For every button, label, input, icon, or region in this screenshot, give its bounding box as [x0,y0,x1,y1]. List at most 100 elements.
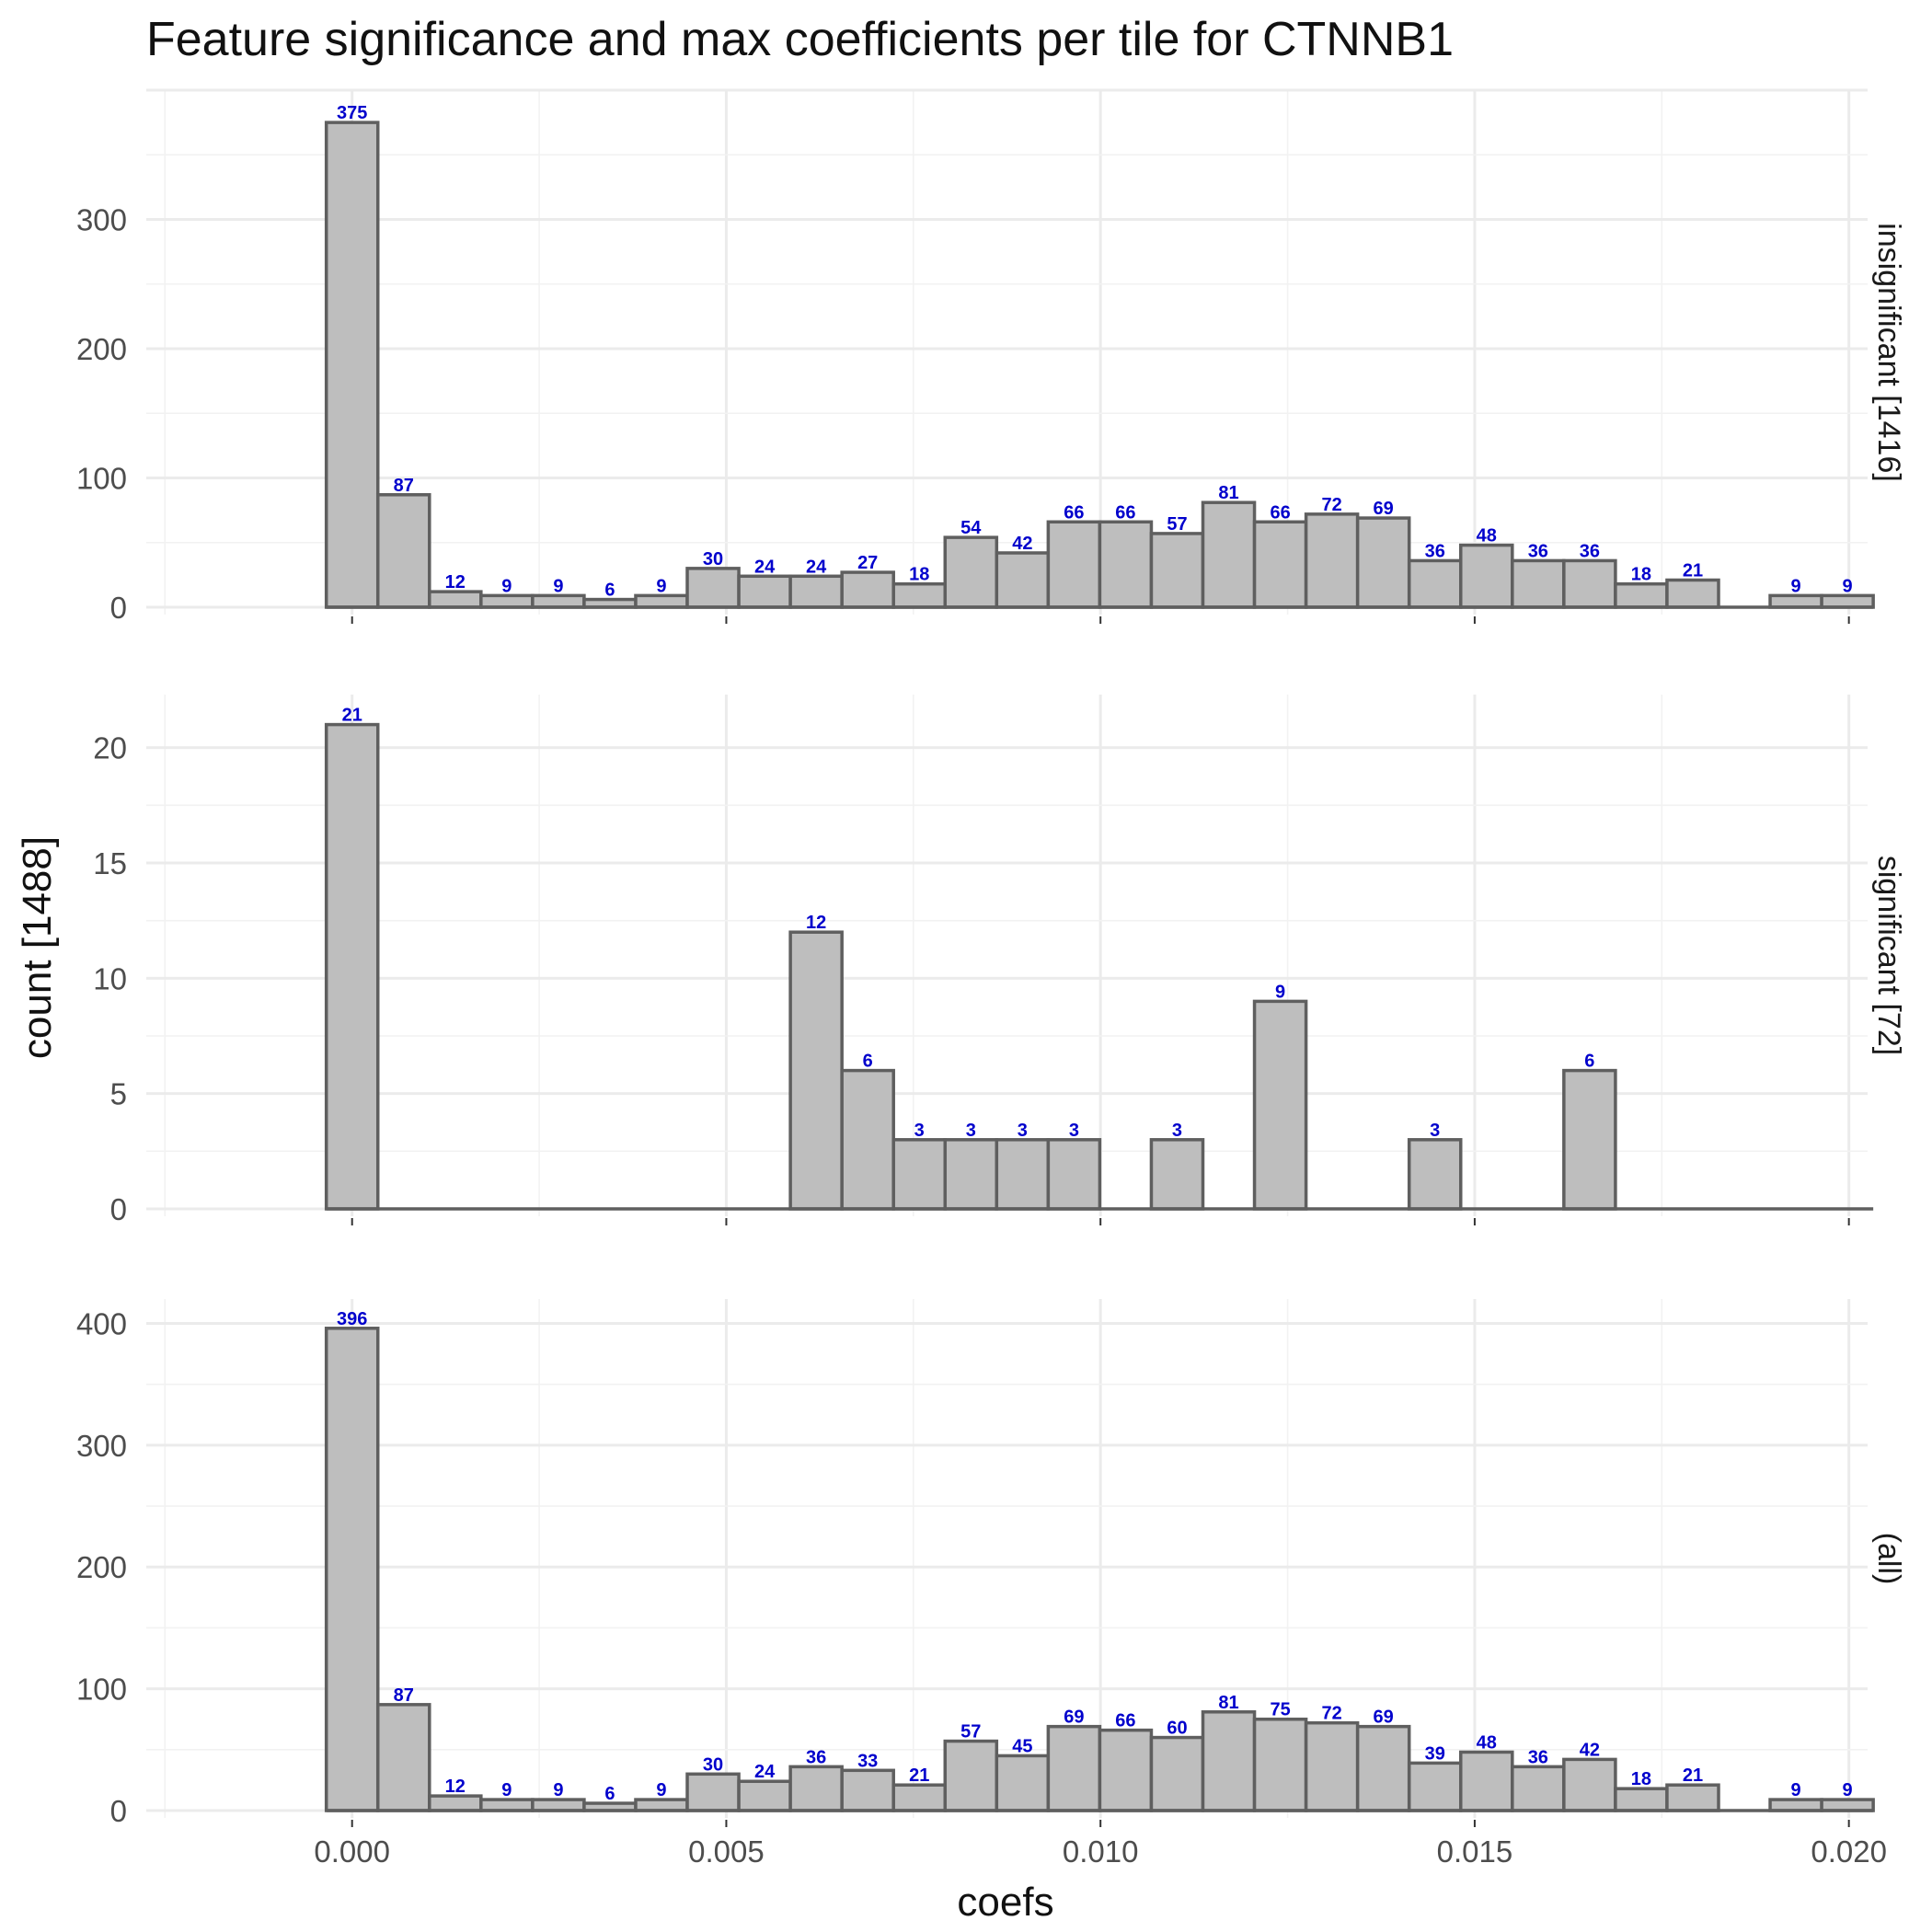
bar-value-label: 24 [754,557,776,577]
bar [1407,1138,1463,1211]
bar-value-label: 66 [1115,1711,1135,1731]
bar [1407,1761,1463,1812]
y-tick-label: 20 [93,731,127,765]
bar-value-label: 60 [1167,1719,1187,1739]
bar [479,1798,535,1812]
y-tick-label: 300 [76,203,127,237]
bar-value-label: 30 [703,549,723,569]
bar-value-label: 27 [857,553,878,573]
y-tick-label: 15 [93,846,127,880]
facet-panel-1: 0 5 10 15 20 21 12 6 3 3 3 3 3 9 3 6 significant [72] [93,695,1906,1226]
bar [943,535,999,609]
bar [1614,1787,1669,1812]
bar-value-label: 48 [1477,1732,1497,1753]
bar-value-label: 12 [445,1777,466,1797]
bar [685,567,741,609]
x-tick-label: 0.000 [314,1834,390,1869]
y-tick-label: 100 [76,462,127,496]
bar-value-label: 75 [1270,1700,1290,1720]
bar [1459,1750,1514,1812]
bar [891,1783,948,1812]
bar-value-label: 9 [1275,982,1285,1002]
bar [324,1327,380,1812]
bar [891,581,948,609]
bar-value-label: 9 [1843,576,1853,596]
bar [891,1138,948,1211]
bar [1665,1783,1720,1812]
bar-value-label: 57 [1167,514,1187,535]
bar [531,593,586,609]
bar [1562,1757,1617,1812]
bar-value-label: 3 [1069,1121,1079,1141]
bar-value-label: 72 [1322,1704,1342,1724]
bar-value-label: 72 [1322,495,1342,515]
bar [995,1754,1051,1812]
bar-value-label: 9 [656,1780,666,1800]
x-axis-title: coefs [957,1880,1053,1925]
bar-value-label: 30 [703,1754,723,1775]
bar [788,574,844,609]
bar-value-label: 33 [857,1751,878,1771]
bar [1304,1720,1360,1812]
bar [1820,1798,1875,1812]
bar [1046,1138,1102,1211]
bar-value-label: 18 [909,565,929,585]
bar [995,551,1051,609]
bar [1768,593,1823,609]
bar [428,1794,483,1812]
bar-value-label: 3 [914,1121,925,1141]
bar-value-label: 375 [337,103,367,123]
bar [479,593,535,609]
bar-value-label: 21 [909,1765,929,1786]
bar [943,1739,999,1812]
bar [1820,593,1875,609]
bar-value-label: 3 [1172,1121,1182,1141]
bar-value-label: 48 [1477,526,1497,546]
bar [1407,558,1463,609]
bar-value-label: 36 [806,1747,826,1767]
bar [1304,512,1360,609]
bar [1562,558,1617,609]
bar [531,1798,586,1812]
bar [1252,520,1308,609]
y-tick-label: 200 [76,332,127,366]
bar-series [324,121,1875,609]
bar [1149,1735,1205,1812]
bar-value-label: 42 [1012,534,1032,554]
bar-value-label: 24 [754,1762,776,1782]
bar [1149,1138,1205,1211]
bar [1665,578,1720,609]
bar-value-label: 54 [960,518,982,538]
bar-value-label: 66 [1115,502,1135,523]
bar [1511,558,1566,609]
bar-value-label: 69 [1374,1708,1394,1728]
x-tick-label: 0.005 [688,1834,765,1869]
y-tick-label: 10 [93,961,127,995]
bar-series [324,1327,1875,1812]
bar-value-label: 9 [501,576,512,596]
bar [1355,1724,1411,1812]
bar-series [324,722,1874,1211]
bar-value-label: 12 [445,572,466,592]
facet-strip-label: significant [72] [1871,856,1906,1055]
bar [324,121,380,609]
bar-value-label: 3 [966,1121,976,1141]
bar-value-label: 6 [604,1784,615,1804]
bar [1252,1717,1308,1812]
x-tick-label: 0.015 [1437,1834,1513,1869]
bar-value-label: 39 [1425,1743,1445,1764]
bar-value-label: 87 [394,476,414,496]
chart-title: Feature significance and max coefficient… [146,13,1454,66]
bar [375,1703,431,1812]
bar-value-label: 81 [1218,1693,1238,1713]
y-tick-label: 300 [76,1429,127,1463]
bar [1098,520,1154,609]
bar-value-label: 66 [1270,502,1290,523]
bar [840,1068,895,1211]
bar-value-label: 9 [553,576,563,596]
y-tick-label: 0 [110,591,127,625]
